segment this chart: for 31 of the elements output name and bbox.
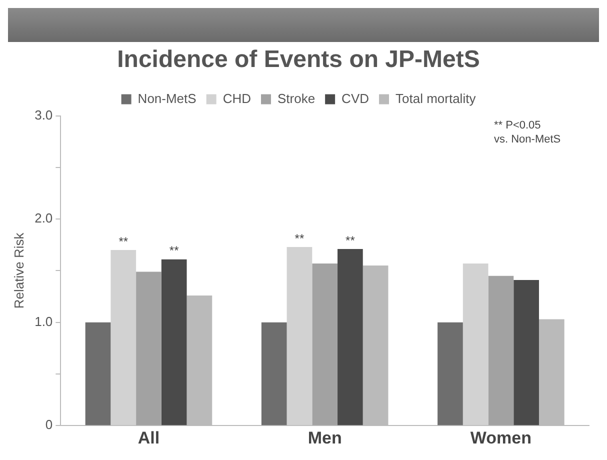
legend-label: Non-MetS bbox=[138, 90, 197, 106]
y-tick-label: 0 bbox=[45, 417, 53, 432]
data-label: ** bbox=[294, 231, 304, 246]
y-tick-label: 2.0 bbox=[34, 210, 53, 226]
bar bbox=[488, 276, 514, 426]
bar bbox=[85, 322, 111, 426]
y-axis-title: Relative Risk bbox=[11, 232, 26, 309]
bar bbox=[338, 249, 363, 426]
x-tick-label: All bbox=[138, 428, 160, 448]
y-tick-label: 3.0 bbox=[34, 107, 53, 122]
data-label: ** bbox=[169, 244, 180, 258]
bar bbox=[462, 263, 488, 426]
y-tick-label: 1.0 bbox=[34, 314, 53, 329]
legend-label: CHD bbox=[222, 90, 251, 106]
bar bbox=[286, 246, 312, 426]
legend-label: Total mortality bbox=[396, 90, 476, 106]
chart-title: Incidence of Events on JP-MetS bbox=[117, 46, 480, 74]
bar bbox=[110, 250, 136, 426]
x-tick-label: Women bbox=[470, 428, 532, 448]
x-tick-label: Men bbox=[308, 428, 342, 448]
bar bbox=[136, 272, 162, 426]
annotation: ** P<0.05 vs. Non-MetS bbox=[494, 119, 561, 146]
bar bbox=[261, 322, 287, 426]
legend-label: CVD bbox=[342, 90, 370, 106]
bar bbox=[312, 263, 338, 426]
data-label: ** bbox=[118, 234, 128, 248]
legend-label: Stroke bbox=[277, 90, 316, 106]
bar bbox=[514, 280, 539, 426]
bar bbox=[161, 259, 187, 426]
bar bbox=[438, 322, 463, 426]
data-label: ** bbox=[346, 233, 356, 248]
